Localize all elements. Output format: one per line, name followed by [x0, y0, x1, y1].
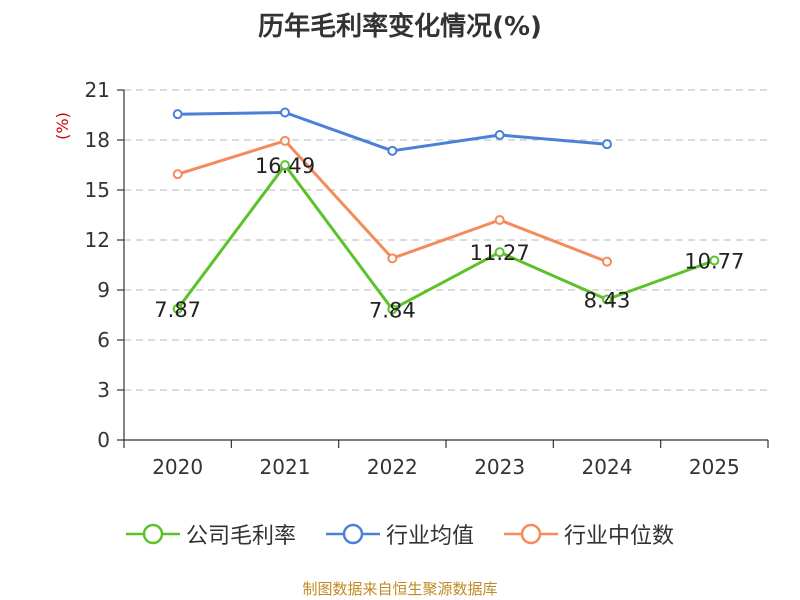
series-point-0 [709, 255, 720, 266]
x-tick-label: 2021 [260, 455, 311, 479]
data-label: 10.77 [684, 250, 744, 274]
series-point-1 [280, 107, 290, 118]
x-tick-label: 2023 [474, 455, 525, 479]
x-tick-label: 2025 [689, 455, 740, 479]
legend-label-industry-mean: 行业均值 [385, 524, 474, 549]
series-point-2 [280, 135, 290, 146]
series-point-0 [494, 247, 505, 258]
x-axis-ticks: 2020 2021 2022 2023 2024 2025 [123, 440, 769, 479]
legend-label-industry-median: 行业中位数 [564, 524, 675, 549]
y-tick-label: 21 [85, 78, 110, 102]
series-point-1 [387, 145, 398, 156]
series-line-2 [177, 139, 608, 264]
series-point-2 [387, 253, 398, 264]
y-tick-label: 6 [97, 328, 110, 352]
y-axis-ticks: 0 3 6 9 12 15 18 21 [85, 78, 124, 452]
data-label: 16.49 [255, 154, 315, 178]
legend-item-industry-mean[interactable]: 行业均值 [325, 518, 474, 550]
series-point-0 [387, 304, 398, 315]
series-point-1 [602, 139, 612, 150]
series-point-2 [602, 256, 612, 267]
data-labels: 7.87 16.49 7.84 11.27 8.43 10.77 [154, 154, 744, 322]
data-label: 11.27 [470, 241, 530, 265]
y-tick-label: 3 [97, 378, 110, 402]
y-tick-label: 9 [97, 278, 110, 302]
data-label: 8.43 [584, 289, 631, 313]
y-axis-label: (%) [53, 112, 72, 140]
series-point-1 [494, 130, 505, 140]
legend-swatch-industry-median [504, 523, 558, 545]
x-tick-label: 2022 [367, 455, 418, 479]
legend-swatch-industry-mean [325, 523, 380, 545]
legend-label-company: 公司毛利率 [185, 524, 296, 549]
x-tick-label: 2024 [582, 455, 633, 479]
series-line-1 [177, 111, 608, 153]
legend: 公司毛利率 行业均值 行业中位数 [0, 518, 800, 550]
series-layer [172, 107, 720, 315]
x-tick-label: 2020 [152, 455, 203, 479]
y-tick-label: 18 [85, 128, 110, 152]
data-label: 7.87 [154, 298, 201, 322]
legend-swatch-company [125, 523, 180, 545]
chart-title: 历年毛利率变化情况(%) [258, 12, 542, 42]
series-point-0 [602, 294, 612, 305]
series-point-0 [172, 303, 183, 314]
series-point-1 [172, 109, 183, 120]
y-tick-label: 0 [97, 428, 110, 452]
series-line-0 [176, 163, 715, 311]
series-point-2 [494, 215, 505, 225]
y-tick-label: 15 [85, 178, 110, 202]
series-point-0 [280, 160, 290, 171]
data-label: 7.84 [369, 298, 416, 322]
legend-item-industry-median[interactable]: 行业中位数 [504, 518, 674, 550]
series-point-2 [172, 169, 183, 180]
data-source-note: 制图数据来自恒生聚源数据库 [302, 580, 498, 598]
y-tick-label: 12 [85, 228, 110, 252]
legend-item-company[interactable]: 公司毛利率 [125, 518, 296, 550]
